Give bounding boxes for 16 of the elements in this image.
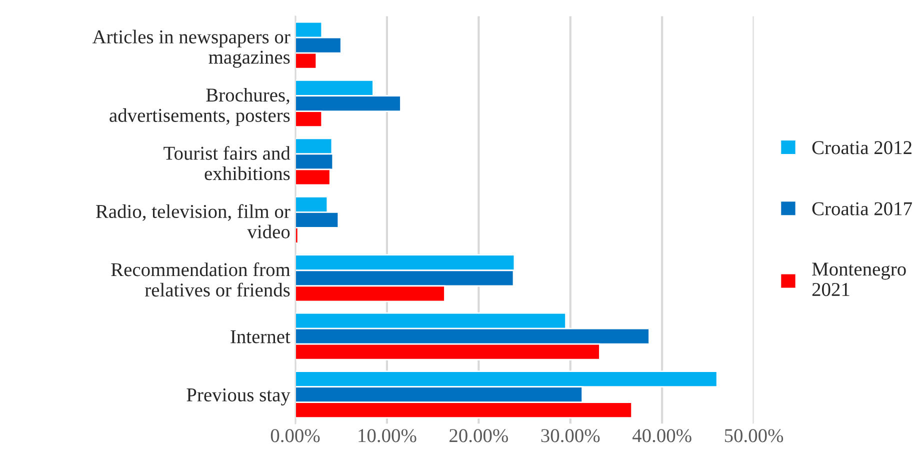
- y-tick-label: Tourist fairs and exhibitions: [164, 146, 290, 180]
- legend-label: Croatia 2012: [812, 141, 912, 154]
- x-tick-label: 10.00%: [358, 429, 416, 442]
- x-tick-label: 50.00%: [724, 429, 784, 442]
- y-tick-label: Radio, television, film or video: [96, 204, 290, 238]
- legend-label: Croatia 2017: [812, 202, 912, 216]
- x-tick-label: 0.00%: [270, 429, 320, 442]
- y-tick-label: Recommendation from relatives or friends: [111, 262, 290, 297]
- x-tick-label: 20.00%: [450, 429, 508, 442]
- legend-label: Montenegro 2021: [812, 262, 906, 296]
- y-tick-label: Previous stay: [186, 388, 290, 406]
- x-tick-label: 30.00%: [541, 429, 600, 442]
- y-tick-label: Brochures, advertisements, posters: [110, 88, 290, 126]
- y-tick-label: Internet: [230, 330, 290, 344]
- y-tick-label: Articles in newspapers or magazines: [92, 30, 290, 68]
- x-tick-label: 40.00%: [632, 429, 692, 442]
